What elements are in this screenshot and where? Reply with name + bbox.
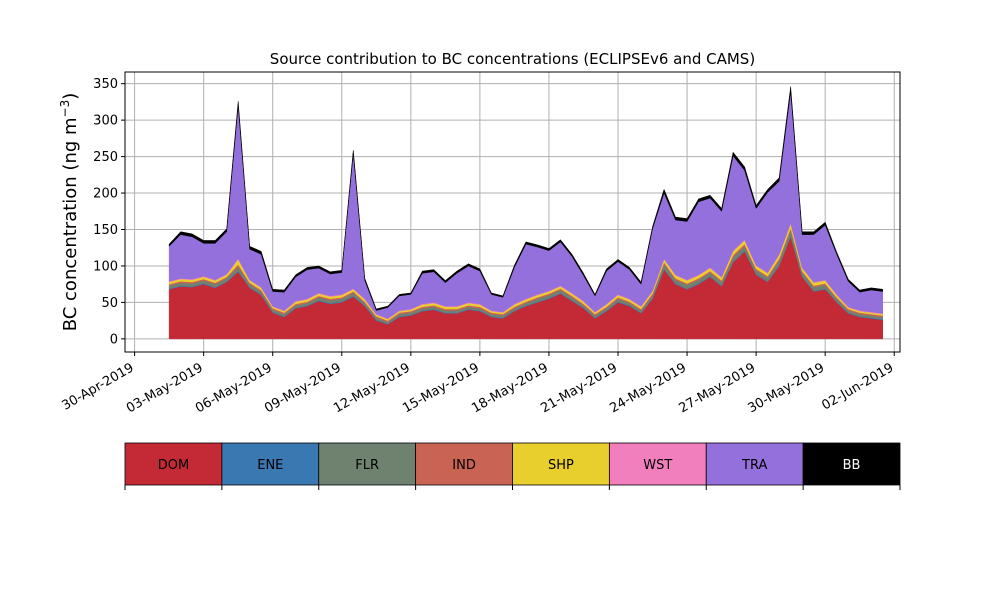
stacked-areas — [168, 86, 883, 340]
legend-label-ene: ENE — [257, 458, 283, 473]
legend-swatch-flr — [318, 442, 417, 486]
y-tick-label: 200 — [93, 187, 118, 202]
legend-label-shp: SHP — [548, 458, 574, 473]
legend-label-wst: WST — [643, 458, 672, 473]
legend-swatch-ene — [221, 442, 320, 486]
y-tick-label: 300 — [93, 114, 118, 129]
legend-label-flr: FLR — [355, 458, 379, 473]
y-tick-label: 150 — [93, 223, 118, 238]
legend: DOM ENE FLR IND SHP WST TRA BB — [124, 442, 901, 490]
legend-swatch-tra — [705, 442, 804, 486]
legend-swatch-bb — [802, 442, 901, 486]
legend-label-ind: IND — [452, 458, 476, 473]
y-tick-label: 350 — [93, 77, 118, 92]
legend-label-tra: TRA — [741, 458, 767, 473]
legend-label-dom: DOM — [158, 458, 189, 473]
y-tick-label: 100 — [93, 259, 118, 274]
legend-swatch-wst — [608, 442, 707, 486]
y-axis-label: BC concentration (ng m−3) — [58, 93, 81, 332]
area-bb — [168, 86, 883, 311]
legend-label-bb: BB — [843, 458, 861, 473]
legend-swatch-ind — [415, 442, 513, 486]
legend-swatch-dom — [124, 442, 223, 486]
y-tick-label: 250 — [93, 150, 118, 165]
chart-title: Source contribution to BC concentrations… — [270, 50, 755, 68]
plot-frame — [124, 71, 901, 353]
y-tick-label: 50 — [101, 296, 118, 311]
y-tick-label: 0 — [110, 332, 118, 347]
y-axis: 0 50 100 150 200 250 300 350 — [93, 77, 125, 347]
